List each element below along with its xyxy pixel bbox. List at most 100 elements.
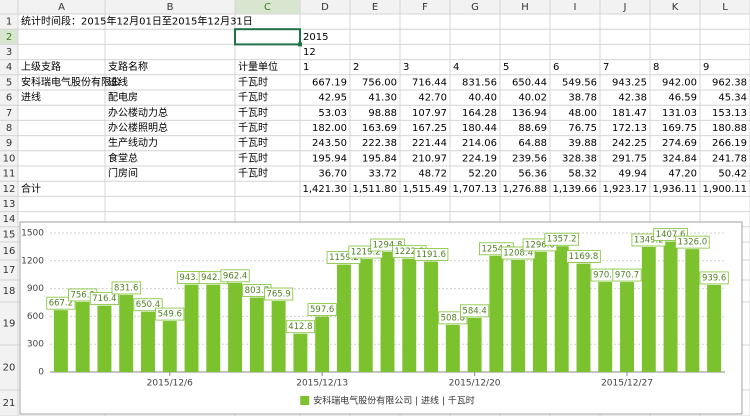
cell-text: 222.38 [362,138,397,149]
column-header: J [623,2,627,13]
y-tick-label: 600 [27,312,44,322]
cell-text: 进线 [21,91,41,104]
row-header: 8 [6,123,12,134]
column-header: E [372,2,378,13]
cell-text: 41.30 [368,93,397,104]
cell-text: 1,707.13 [452,184,497,195]
row-header: 17 [3,265,16,276]
value-label-box [133,298,163,312]
cell-text: 40.40 [468,93,497,104]
bar [620,282,634,372]
value-label: 584.4 [462,306,486,316]
cell-text: 食堂总 [108,151,138,164]
cell-text: 76.75 [568,123,597,134]
bar [162,321,177,372]
cell-text: 进线 [108,75,128,88]
cell-text: 195.94 [312,153,347,164]
cell-text: 12 [303,47,316,58]
cell-text: 3 [403,62,409,73]
cell-text: 182.00 [312,123,347,134]
column-header: C [264,2,271,13]
selected-column-header [235,0,300,14]
column-header: B [167,2,174,13]
row-header: 5 [6,77,12,88]
cell-text: 716.44 [412,77,447,88]
column-header: I [574,2,577,13]
row-header: 1 [6,17,12,28]
value-label: 1357.2 [547,235,577,245]
cell-text: 千瓦时 [238,92,268,104]
bar [467,317,482,372]
cell-text: 58.32 [568,169,597,180]
cell-text: 1 [303,62,309,73]
bar [380,252,395,372]
x-tick-label: 2015/12/27 [601,379,653,389]
cell-text: 163.69 [362,123,397,134]
bar [141,311,155,372]
legend-label: 安科瑞电气股份有限公司 | 进线 | 千瓦时 [313,395,475,407]
value-label: 942.0 [201,273,225,283]
column-header-bar [0,0,750,14]
cell-text: 49.94 [618,169,647,180]
value-label: 1208.4 [503,249,533,259]
value-label-box [155,307,185,321]
cell-text: 42.95 [318,93,347,104]
x-tick-label: 2015/12/6 [147,379,193,389]
cell-text: 324.84 [662,153,697,164]
cell-text: 合计 [21,182,41,195]
row-header: 19 [3,319,16,330]
cell-text: 153.13 [712,108,747,119]
cell-text: 214.06 [462,138,497,149]
row-header: 6 [6,93,12,104]
cell-text: 224.19 [462,153,497,164]
cell-text: 千瓦时 [238,122,268,134]
cell-text: 33.72 [368,169,397,180]
cell-text: 千瓦时 [238,137,268,149]
bar [184,284,199,372]
value-label: 831.6 [114,283,138,293]
bar [271,301,286,372]
cell-text: 195.84 [362,153,397,164]
cell-text: 安科瑞电气股份有限公 [21,75,121,88]
cell-text: 1,511.80 [352,184,397,195]
value-label-box [612,268,642,282]
bar [663,241,678,372]
cell-text: 支路名称 [108,60,148,73]
value-label: 1326.0 [677,238,707,248]
value-label: 803.7 [245,286,269,296]
cell-text: 6 [553,62,559,73]
value-label: 943.3 [179,273,203,283]
cell-text: 46.59 [668,93,697,104]
cell-text: 39.88 [568,138,597,149]
cell-text: 上级支路 [21,60,61,73]
cell-text: 1,923.17 [602,184,647,195]
bar [707,284,722,372]
cell-text: 2015 [303,32,328,43]
cell-text: 48.72 [418,169,447,180]
value-label-box [285,320,315,334]
value-label-box [307,303,337,317]
cell-text: 221.44 [412,138,447,149]
cell-text: 47.20 [668,169,697,180]
value-label: 1222.8 [394,247,424,257]
value-label-box [699,271,729,285]
bar [358,259,373,372]
bar [53,310,68,372]
row-header: 11 [3,169,16,180]
cell-text: 办公楼照明总 [108,121,168,134]
cell-text: 241.78 [712,153,747,164]
bar [576,263,591,372]
cell-text: 1,276.88 [502,184,547,195]
cell-text: 千瓦时 [238,107,268,119]
cell-text: 42.38 [618,93,647,104]
cell-text: 181.47 [612,108,647,119]
row-header: 21 [3,398,16,409]
row-header: 7 [6,108,12,119]
value-label: 1159.2 [329,253,359,263]
cell-text: 门房间 [108,167,138,180]
bar [685,249,700,372]
cell-text: 8 [653,62,659,73]
cell-text: 242.25 [612,138,647,149]
cell-text: 136.94 [512,108,547,119]
